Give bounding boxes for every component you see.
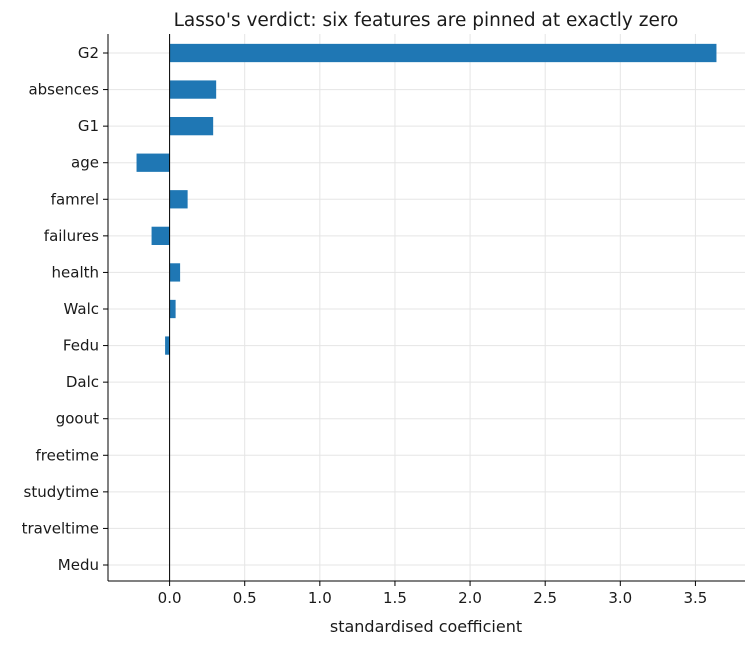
y-tick-label: health — [52, 263, 99, 281]
y-tick-label: age — [71, 154, 99, 172]
y-tick-label: traveltime — [22, 519, 99, 537]
axis-layer: 0.0 0.5 1.0 1.5 2.0 2.5 3.0 3.5 G2 absences G1 age f… — [22, 34, 745, 607]
bar-g2 — [169, 43, 717, 63]
bar-g1 — [169, 117, 214, 136]
bar-famrel — [169, 190, 188, 209]
bar-walc — [169, 299, 176, 319]
y-tick-label: freetime — [36, 446, 99, 464]
bar-absences — [169, 80, 217, 99]
y-tick-label: studytime — [24, 483, 100, 501]
bar-failures — [151, 226, 170, 245]
y-tick-label: Walc — [64, 300, 99, 318]
y-tick-label: G1 — [78, 117, 99, 135]
y-tick-label: Fedu — [63, 337, 99, 355]
bar-layer — [136, 43, 717, 355]
y-tick-label: famrel — [51, 190, 99, 208]
x-axis-title: standardised coefficient — [330, 617, 522, 636]
bar-age — [136, 153, 170, 172]
x-tick-label: 0.5 — [233, 589, 257, 607]
x-tick-label: 3.5 — [683, 589, 707, 607]
chart-title: Lasso's verdict: six features are pinned… — [174, 10, 679, 31]
y-tick-label: goout — [56, 410, 99, 428]
y-tick-label: G2 — [78, 44, 99, 62]
bar-fedu — [165, 336, 170, 355]
x-tick-label: 0.0 — [158, 589, 182, 607]
x-tick-label: 1.5 — [383, 589, 407, 607]
y-tick-label: Dalc — [66, 373, 99, 391]
x-tick-label: 1.0 — [308, 589, 332, 607]
y-tick-label: Medu — [58, 556, 99, 574]
x-tick-label: 2.5 — [533, 589, 557, 607]
x-tick-label: 3.0 — [608, 589, 632, 607]
bar-health — [169, 263, 181, 282]
x-tick-label: 2.0 — [458, 589, 482, 607]
y-tick-label: absences — [28, 81, 99, 99]
y-tick-label: failures — [44, 227, 99, 245]
grid-layer — [108, 34, 745, 581]
